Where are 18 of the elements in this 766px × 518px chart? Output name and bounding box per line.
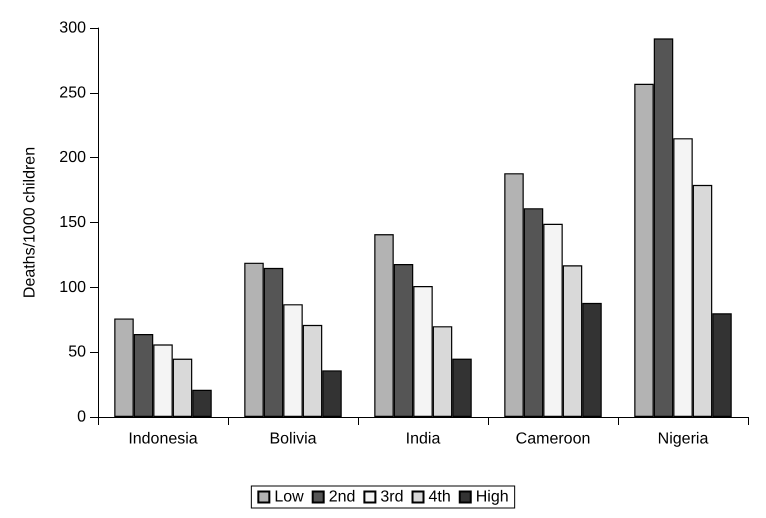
- y-tick-label: 200: [59, 149, 86, 166]
- y-axis-title: Deaths/1000 children: [22, 146, 38, 298]
- y-tick-label: 100: [59, 278, 86, 296]
- y-tick-label: 250: [59, 84, 86, 102]
- legend-label: Low: [274, 488, 304, 506]
- legend-label: High: [476, 488, 509, 506]
- y-tick-label: 150: [59, 214, 86, 231]
- y-tick-label: 0: [77, 408, 86, 426]
- x-tick-label: Nigeria: [658, 430, 708, 448]
- legend-label: 3rd: [380, 488, 404, 506]
- legend-label: 4th: [428, 488, 451, 506]
- x-tick-label: India: [406, 430, 440, 448]
- legend-label: 2nd: [328, 488, 356, 506]
- x-tick-label: Indonesia: [128, 430, 198, 448]
- y-tick-label: 300: [59, 20, 86, 36]
- y-tick-label: 50: [68, 344, 86, 361]
- x-tick-label: Cameroon: [516, 430, 590, 448]
- x-tick-label: Bolivia: [269, 430, 317, 448]
